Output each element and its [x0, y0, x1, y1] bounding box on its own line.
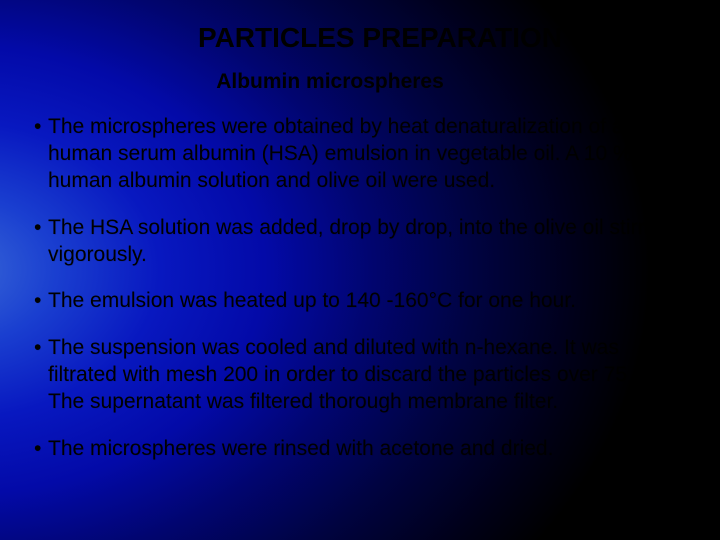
bullet-item: •The microspheres were obtained by heat …: [34, 114, 692, 195]
bullet-marker: •: [34, 436, 41, 463]
bullet-item: •The suspension was cooled and diluted w…: [34, 335, 692, 416]
bullet-marker: •: [34, 288, 41, 315]
bullet-marker: •: [34, 335, 41, 362]
bullet-text: The emulsion was heated up to 140 -160°C…: [34, 288, 692, 315]
bullet-text: The HSA solution was added, drop by drop…: [34, 215, 692, 269]
bullet-item: •The HSA solution was added, drop by dro…: [34, 215, 692, 269]
bullet-item: •The microspheres were rinsed with aceto…: [34, 436, 692, 463]
slide-container: PARTICLES PREPARATION Albumin microspher…: [0, 0, 720, 540]
bullet-text: The microspheres were rinsed with aceton…: [34, 436, 692, 463]
slide-subtitle: Albumin microspheres: [0, 70, 692, 94]
bullet-list: •The microspheres were obtained by heat …: [28, 114, 692, 463]
bullet-item: •The emulsion was heated up to 140 -160°…: [34, 288, 692, 315]
bullet-text: The suspension was cooled and diluted wi…: [34, 335, 692, 416]
bullet-text: The microspheres were obtained by heat d…: [34, 114, 692, 195]
bullet-marker: •: [34, 215, 41, 242]
slide-title: PARTICLES PREPARATION: [68, 22, 692, 54]
bullet-marker: •: [34, 114, 41, 141]
